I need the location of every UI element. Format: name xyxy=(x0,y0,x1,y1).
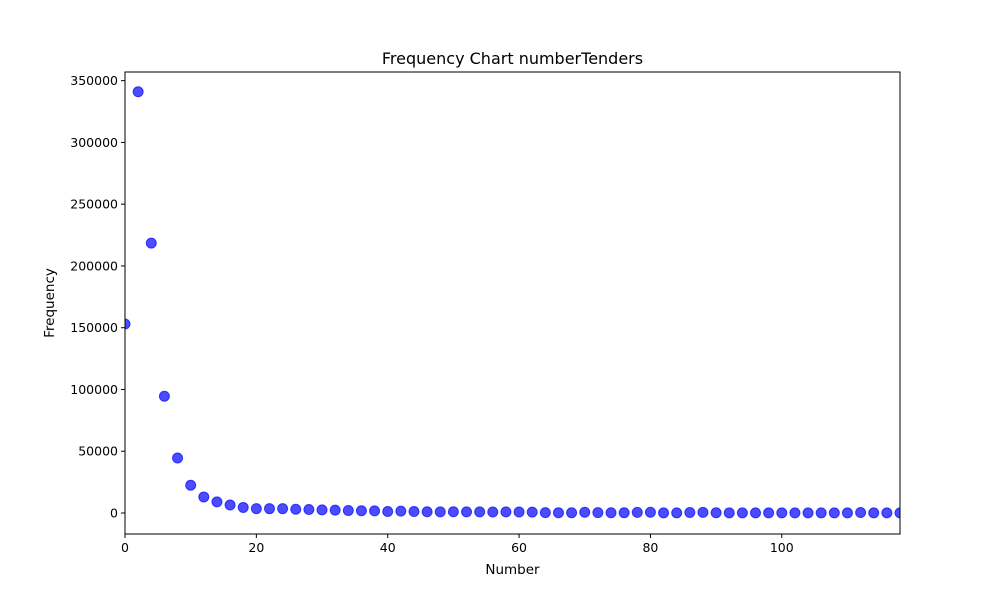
data-point xyxy=(736,507,748,519)
data-point xyxy=(145,237,157,249)
data-point xyxy=(697,506,709,518)
data-point xyxy=(723,507,735,519)
data-point xyxy=(815,507,827,519)
y-tick-label: 0 xyxy=(110,506,118,521)
data-point xyxy=(776,507,788,519)
x-tick-label: 40 xyxy=(380,540,396,555)
x-axis-ticks: 0 20 40 60 80 100 xyxy=(121,534,794,555)
x-tick-label: 0 xyxy=(121,540,129,555)
data-point xyxy=(894,507,900,519)
data-point xyxy=(421,506,433,518)
data-point xyxy=(671,507,683,519)
data-point xyxy=(487,506,499,518)
scatter-points xyxy=(125,86,900,519)
data-point xyxy=(329,504,341,516)
y-tick-label: 50000 xyxy=(78,444,118,459)
data-point xyxy=(710,507,722,519)
data-point xyxy=(750,507,762,519)
data-point xyxy=(500,506,512,518)
data-point xyxy=(316,504,328,516)
data-point xyxy=(408,506,420,518)
data-point xyxy=(224,499,236,511)
y-tick-label: 350000 xyxy=(70,73,118,88)
data-point xyxy=(644,506,656,518)
data-point xyxy=(789,507,801,519)
data-point xyxy=(802,507,814,519)
data-point xyxy=(369,505,381,517)
data-point xyxy=(355,505,367,517)
y-axis-ticks: 0 50000 100000 150000 200000 250000 300000 3500… xyxy=(70,73,125,521)
data-point xyxy=(566,507,578,519)
data-point xyxy=(579,506,591,518)
data-point xyxy=(552,507,564,519)
data-point xyxy=(592,507,604,519)
x-tick-label: 80 xyxy=(642,540,658,555)
plot-frame xyxy=(124,71,901,535)
data-point xyxy=(881,507,893,519)
data-point xyxy=(526,506,538,518)
data-point xyxy=(158,390,170,402)
data-point xyxy=(461,506,473,518)
data-point xyxy=(395,505,407,517)
data-point xyxy=(539,507,551,519)
data-point xyxy=(513,506,525,518)
data-point xyxy=(605,507,617,519)
data-point xyxy=(172,452,184,464)
data-point xyxy=(434,506,446,518)
data-point xyxy=(211,496,223,508)
data-point xyxy=(303,504,315,516)
data-point xyxy=(631,506,643,518)
data-point xyxy=(290,503,302,515)
data-point xyxy=(763,507,775,519)
data-point xyxy=(185,479,197,491)
y-tick-label: 150000 xyxy=(70,320,118,335)
y-axis-label: Frequency xyxy=(42,268,58,338)
data-point xyxy=(841,507,853,519)
chart-title: Frequency Chart numberTenders xyxy=(382,49,643,68)
x-tick-label: 60 xyxy=(511,540,527,555)
data-point xyxy=(684,507,696,519)
data-point xyxy=(237,501,249,513)
data-point xyxy=(263,503,275,515)
data-point xyxy=(342,505,354,517)
data-point xyxy=(855,507,867,519)
data-point xyxy=(250,503,262,515)
data-point xyxy=(474,506,486,518)
y-tick-label: 300000 xyxy=(70,135,118,150)
y-tick-label: 100000 xyxy=(70,382,118,397)
data-point xyxy=(198,491,210,503)
data-point xyxy=(125,318,131,330)
x-tick-label: 100 xyxy=(770,540,794,555)
data-point xyxy=(277,503,289,515)
y-tick-label: 200000 xyxy=(70,258,118,273)
x-tick-label: 20 xyxy=(248,540,264,555)
data-point xyxy=(382,506,394,518)
x-axis-label: Number xyxy=(485,562,540,578)
data-point xyxy=(828,507,840,519)
y-tick-label: 250000 xyxy=(70,197,118,212)
data-point xyxy=(868,507,880,519)
data-point xyxy=(132,86,144,98)
data-point xyxy=(618,507,630,519)
data-point xyxy=(658,507,670,519)
data-point xyxy=(447,506,459,518)
